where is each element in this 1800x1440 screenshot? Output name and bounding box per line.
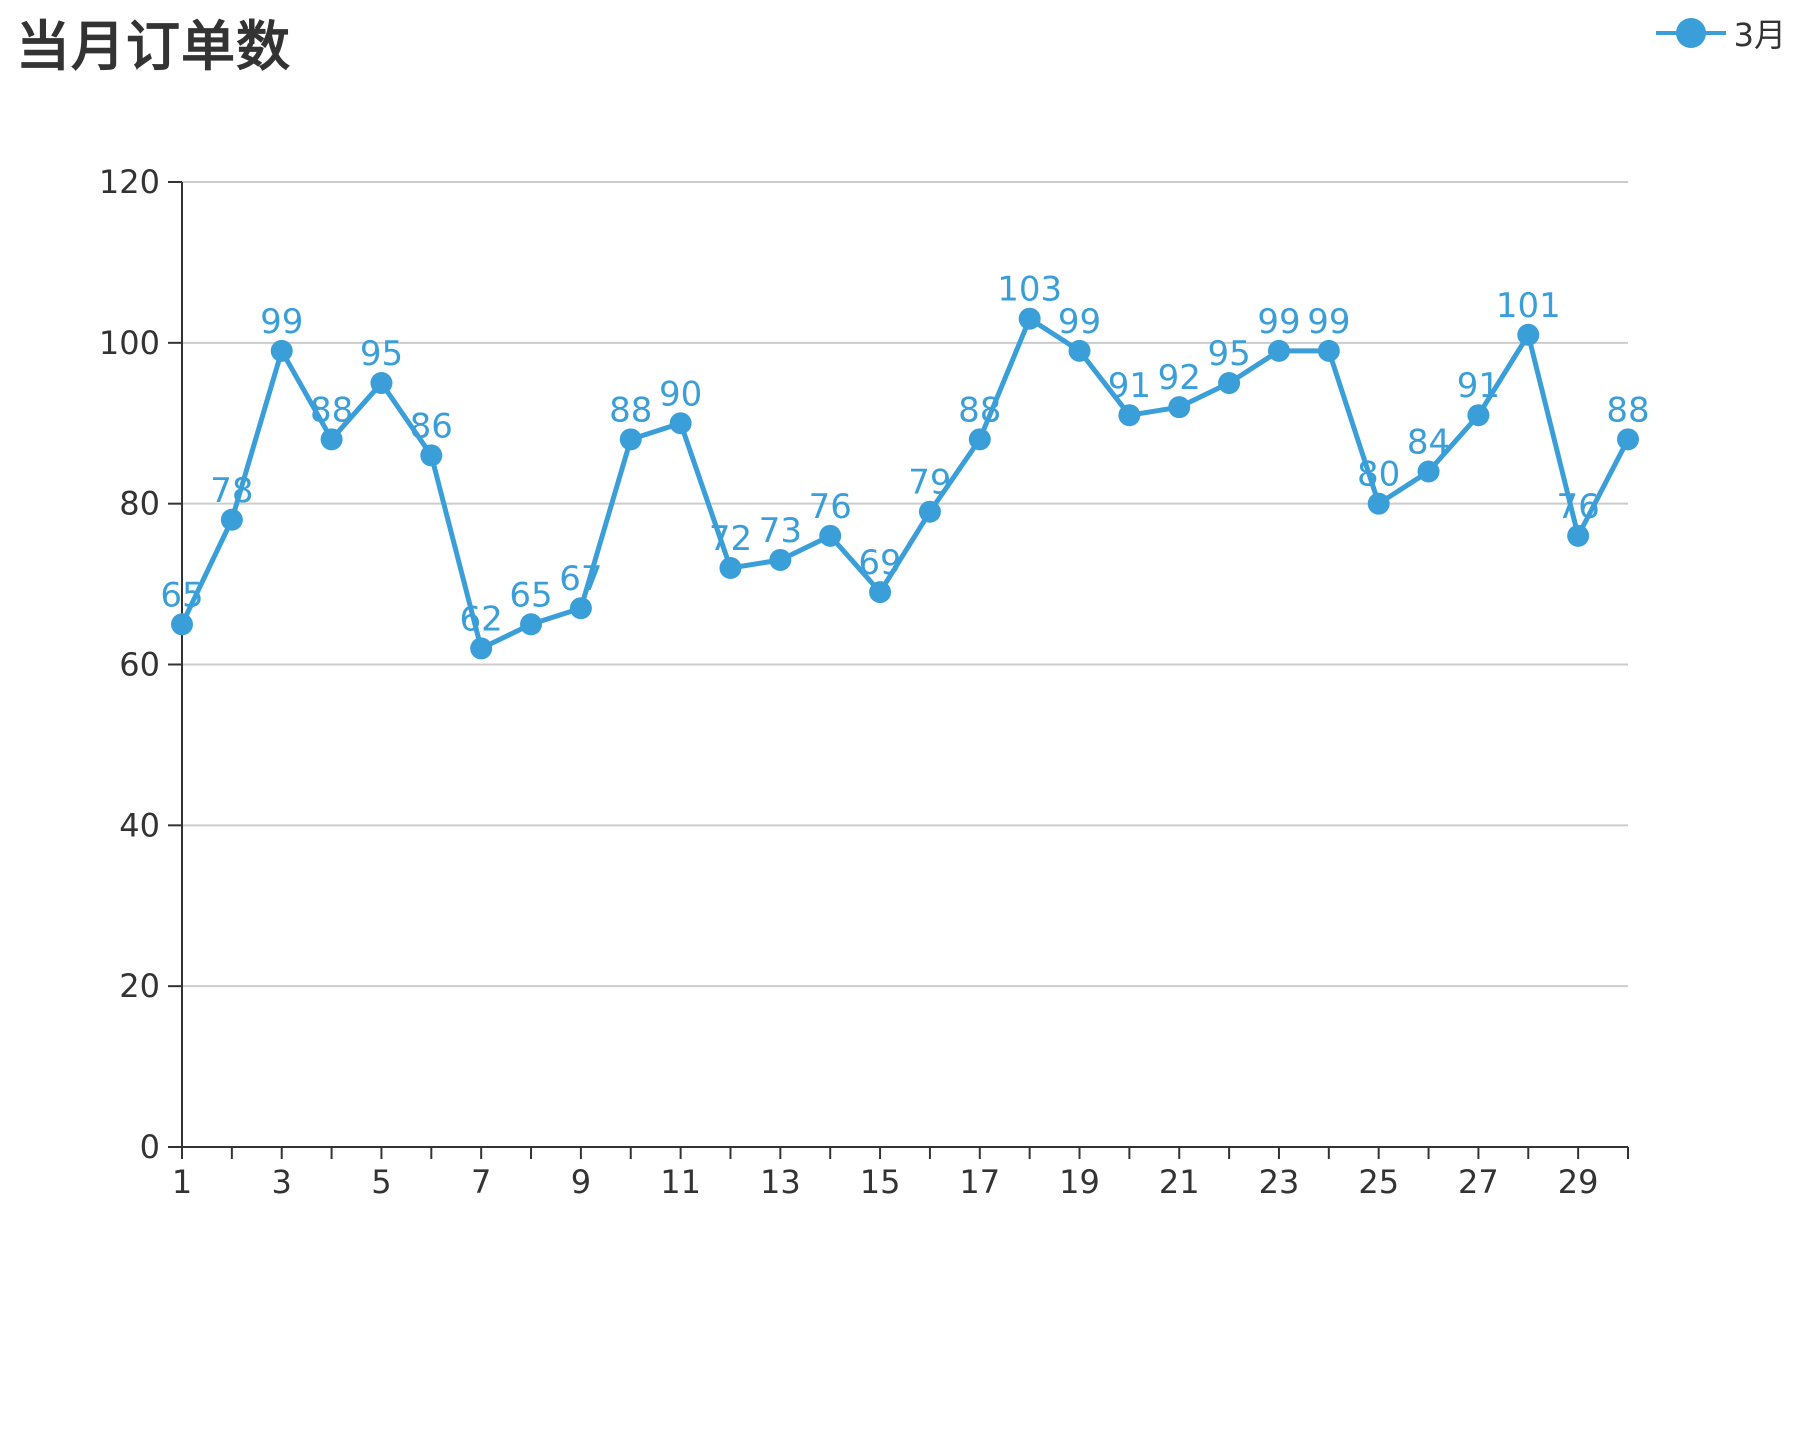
x-tick-label-1: 1 bbox=[172, 1163, 192, 1201]
data-point bbox=[1168, 396, 1191, 419]
data-label: 90 bbox=[659, 374, 702, 414]
data-label: 101 bbox=[1496, 286, 1561, 326]
data-point bbox=[1467, 404, 1490, 427]
data-point bbox=[918, 500, 941, 523]
y-tick-label-80: 80 bbox=[119, 485, 160, 523]
data-label: 65 bbox=[509, 575, 552, 615]
legend-label: 3月 bbox=[1733, 16, 1786, 54]
x-tick-label-13: 13 bbox=[760, 1163, 801, 1201]
data-label: 76 bbox=[809, 487, 852, 527]
data-point bbox=[1317, 339, 1340, 362]
data-label: 69 bbox=[858, 543, 901, 583]
data-label: 99 bbox=[1058, 302, 1101, 342]
x-tick-label-11: 11 bbox=[660, 1163, 701, 1201]
data-point bbox=[1567, 524, 1590, 547]
data-label: 78 bbox=[210, 471, 253, 511]
data-point bbox=[1018, 307, 1041, 330]
data-point bbox=[869, 581, 892, 604]
data-label: 67 bbox=[559, 559, 602, 599]
x-tick-label-17: 17 bbox=[959, 1163, 1000, 1201]
data-label: 99 bbox=[1257, 302, 1300, 342]
data-label: 103 bbox=[997, 270, 1062, 310]
data-label: 65 bbox=[160, 575, 203, 615]
data-point bbox=[769, 548, 792, 571]
data-label: 91 bbox=[1457, 366, 1500, 406]
data-point bbox=[619, 428, 642, 451]
y-tick-label-0: 0 bbox=[140, 1128, 160, 1166]
x-tick-label-7: 7 bbox=[471, 1163, 491, 1201]
data-point bbox=[968, 428, 991, 451]
data-point bbox=[520, 613, 543, 636]
data-point bbox=[270, 339, 293, 362]
x-tick-label-29: 29 bbox=[1558, 1163, 1599, 1201]
x-tick-label-27: 27 bbox=[1458, 1163, 1499, 1201]
legend-swatch-icon bbox=[1655, 18, 1726, 48]
data-label: 84 bbox=[1407, 423, 1450, 463]
data-label: 80 bbox=[1357, 455, 1400, 495]
x-tick-label-3: 3 bbox=[272, 1163, 292, 1201]
x-tick-label-5: 5 bbox=[371, 1163, 391, 1201]
x-tick-label-21: 21 bbox=[1159, 1163, 1200, 1201]
x-tick-label-23: 23 bbox=[1259, 1163, 1300, 1201]
data-label: 95 bbox=[360, 334, 403, 374]
data-label: 73 bbox=[759, 511, 802, 551]
data-point bbox=[220, 508, 243, 531]
chart-title: 当月订单数 bbox=[16, 15, 291, 78]
data-label: 88 bbox=[958, 390, 1001, 430]
data-point bbox=[569, 597, 592, 620]
data-label: 88 bbox=[310, 390, 353, 430]
data-point bbox=[171, 613, 193, 636]
data-label: 62 bbox=[460, 599, 503, 639]
data-label: 72 bbox=[709, 519, 752, 559]
data-label: 86 bbox=[410, 406, 453, 446]
data-point bbox=[1517, 323, 1540, 346]
y-tick-label-40: 40 bbox=[119, 806, 160, 844]
y-tick-label-120: 120 bbox=[99, 163, 160, 201]
data-point bbox=[819, 524, 842, 547]
data-label: 79 bbox=[908, 463, 951, 503]
data-label: 91 bbox=[1108, 366, 1151, 406]
data-label: 88 bbox=[1606, 390, 1649, 430]
legend[interactable]: 3月 bbox=[1654, 8, 1786, 58]
data-point bbox=[470, 637, 493, 660]
data-point bbox=[1118, 404, 1141, 427]
data-point bbox=[1267, 339, 1290, 362]
data-point bbox=[1417, 460, 1440, 483]
y-tick-label-100: 100 bbox=[99, 324, 160, 362]
data-point bbox=[420, 444, 443, 467]
data-point bbox=[1068, 339, 1091, 362]
data-point bbox=[1367, 492, 1390, 515]
data-point bbox=[1617, 428, 1639, 451]
data-label: 76 bbox=[1557, 487, 1600, 527]
data-point bbox=[370, 372, 393, 395]
x-tick-label-9: 9 bbox=[571, 1163, 591, 1201]
data-point bbox=[320, 428, 343, 451]
x-tick-label-15: 15 bbox=[860, 1163, 901, 1201]
x-tick-label-25: 25 bbox=[1358, 1163, 1399, 1201]
data-label: 88 bbox=[609, 390, 652, 430]
data-label: 95 bbox=[1207, 334, 1250, 374]
y-tick-label-20: 20 bbox=[119, 967, 160, 1005]
data-point bbox=[1218, 372, 1241, 395]
data-point bbox=[669, 412, 692, 435]
data-label: 92 bbox=[1158, 358, 1201, 398]
x-tick-label-19: 19 bbox=[1059, 1163, 1100, 1201]
data-label: 99 bbox=[260, 302, 303, 342]
data-point bbox=[719, 557, 742, 579]
data-label: 99 bbox=[1307, 302, 1350, 342]
y-tick-label-60: 60 bbox=[119, 646, 160, 684]
